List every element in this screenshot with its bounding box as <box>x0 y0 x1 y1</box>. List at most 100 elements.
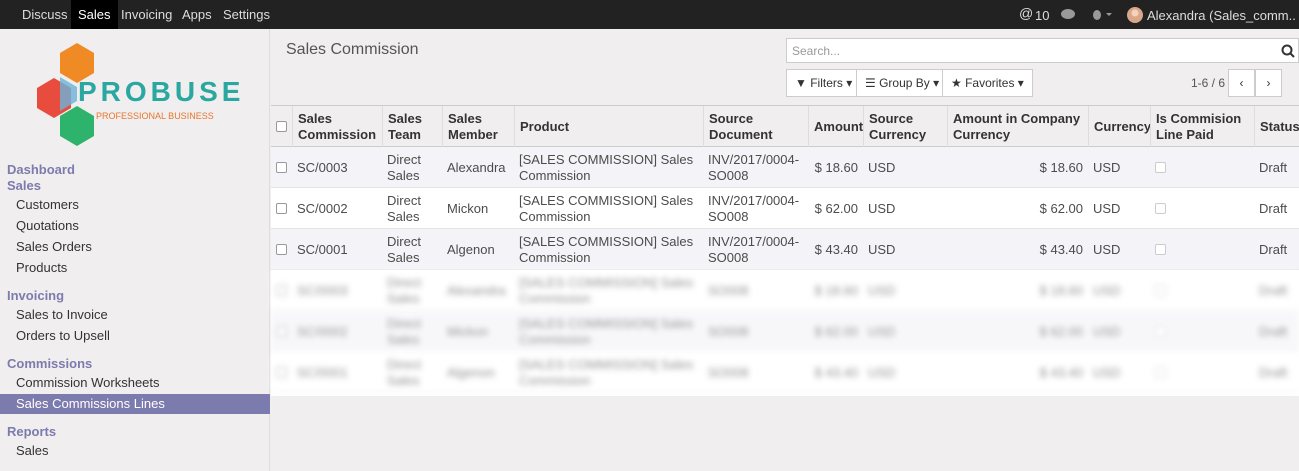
table-cell: INV/2017/0004-SO008 <box>708 151 800 183</box>
table-cell: $ 18.60 <box>814 159 858 175</box>
table-row[interactable]: SC/0001 Direct Sales Algenon [SALES COMMISS… <box>271 352 1299 393</box>
table-cell: Draft <box>1259 282 1288 298</box>
menu-item[interactable]: Sales Orders <box>16 239 92 254</box>
table-cell: INV/2017/0004-SO008 <box>708 192 800 224</box>
table-cell: $ 62.00 <box>814 200 858 216</box>
table-cell: USD <box>1093 200 1121 216</box>
avatar[interactable] <box>1127 7 1143 23</box>
table-row[interactable]: SC/0002 Direct Sales Mickon [SALES COMMISSI… <box>271 188 1299 229</box>
table-cell: SC/0002 <box>297 200 348 216</box>
table-cell: [SALES COMMISSION] Sales Commission <box>519 151 694 183</box>
table-row[interactable]: SC/0003 Direct Sales Alexandra [SALES COMMI… <box>271 147 1299 188</box>
search-box[interactable]: Search... <box>786 38 1299 63</box>
table-cell: $ 18.60 <box>1039 282 1083 298</box>
column-header[interactable]: Amount <box>808 106 863 147</box>
table-cell: SC/0003 <box>297 159 348 175</box>
column-header[interactable]: Source Currency <box>863 106 947 147</box>
section-header[interactable]: Sales <box>7 178 41 193</box>
column-header[interactable]: Amount in Company Currency <box>947 106 1088 147</box>
row-checkbox[interactable] <box>276 326 287 337</box>
table-row[interactable]: SC/0002 Direct Sales Mickon [SALES COMMISSI… <box>271 311 1299 352</box>
menu-item[interactable]: Invoicing <box>121 7 173 22</box>
table-cell: SO008 <box>708 364 749 380</box>
search-placeholder: Search... <box>792 44 841 58</box>
menu-item[interactable]: Sales <box>71 0 118 29</box>
table-cell: Draft <box>1259 323 1288 339</box>
pager-next[interactable]: › <box>1255 69 1282 97</box>
row-checkbox[interactable] <box>276 285 287 296</box>
paid-checkbox[interactable] <box>1155 203 1166 214</box>
table-cell: Mickon <box>447 200 489 216</box>
paid-checkbox[interactable] <box>1155 326 1166 337</box>
table-cell: [SALES COMMISSION] Sales Commission <box>519 356 694 388</box>
table-cell: USD <box>868 323 896 339</box>
groupby-button[interactable]: ☰ Group By ▾ <box>856 69 949 97</box>
table-cell: $ 62.00 <box>814 323 858 339</box>
chat-icon[interactable] <box>1061 8 1077 21</box>
logo-title: PROBUSE <box>78 76 244 107</box>
pager-prev[interactable]: ‹ <box>1228 69 1255 97</box>
table-cell: $ 43.40 <box>1039 364 1083 380</box>
column-header[interactable]: Sales Commission <box>292 106 382 147</box>
user-name[interactable]: Alexandra (Sales_comm.. <box>1147 8 1296 23</box>
menu-item[interactable]: Orders to Upsell <box>16 328 110 343</box>
column-header[interactable]: Source Document <box>703 106 808 147</box>
menu-item[interactable]: Settings <box>223 7 270 22</box>
section-header[interactable]: Reports <box>7 424 57 439</box>
table-cell: [SALES COMMISSION] Sales Commission <box>519 192 694 224</box>
filters-button[interactable]: ▼ Filters ▾ <box>786 69 862 97</box>
menu-item[interactable]: Sales <box>16 443 49 458</box>
search-icon[interactable] <box>1281 44 1295 58</box>
column-header[interactable]: Is Commision Line Paid <box>1150 106 1254 147</box>
select-all-checkbox[interactable] <box>276 121 287 132</box>
column-header[interactable]: Currency <box>1088 106 1151 147</box>
debug-icon[interactable] <box>1091 8 1113 21</box>
table-cell: Mickon <box>447 323 489 339</box>
menu-item[interactable]: Sales to Invoice <box>16 307 108 322</box>
table-row[interactable]: SC/0003 Direct Sales Alexandra [SALES COMMI… <box>271 270 1299 311</box>
column-header[interactable]: Sales Team <box>382 106 442 147</box>
paid-checkbox[interactable] <box>1155 285 1166 296</box>
table-row[interactable]: SC/0001 Direct Sales Algenon [SALES COMMISS… <box>271 229 1299 270</box>
table-cell: $ 43.40 <box>814 364 858 380</box>
table-cell: Draft <box>1259 200 1288 216</box>
section-header[interactable]: Invoicing <box>7 288 65 303</box>
row-checkbox[interactable] <box>276 162 287 173</box>
section-header[interactable]: Commissions <box>7 356 93 371</box>
button-label: Favorites <box>965 76 1015 90</box>
table-cell: Direct Sales <box>387 233 421 265</box>
mention-icon[interactable]: @ <box>1019 5 1034 21</box>
table-cell: Algenon <box>447 241 495 257</box>
menu-item[interactable]: Quotations <box>16 218 79 233</box>
row-checkbox[interactable] <box>276 203 287 214</box>
table-cell: USD <box>1093 159 1121 175</box>
mention-count[interactable]: 10 <box>1035 8 1050 23</box>
table-cell: Alexandra <box>447 282 506 298</box>
row-checkbox[interactable] <box>276 367 287 378</box>
logo-subtitle: PROFESSIONAL BUSINESS <box>96 111 214 121</box>
table-cell: Direct Sales <box>387 356 421 388</box>
table-cell: [SALES COMMISSION] Sales Commission <box>519 233 694 265</box>
table-cell: USD <box>1093 364 1121 380</box>
paid-checkbox[interactable] <box>1155 367 1166 378</box>
column-header[interactable]: Product <box>514 106 703 147</box>
menu-item[interactable]: Discuss <box>22 7 68 22</box>
row-checkbox[interactable] <box>276 244 287 255</box>
list-table: Sales Commission Sales Team Sales Member Pr… <box>271 106 1299 396</box>
column-header[interactable]: Sales Member <box>442 106 514 147</box>
breadcrumb[interactable]: Sales Commission <box>286 41 419 58</box>
menu-item[interactable]: Sales Commissions Lines <box>0 394 270 414</box>
table-cell: SC/0003 <box>297 282 348 298</box>
menu-item[interactable]: Products <box>16 260 68 275</box>
table-cell: SO008 <box>708 282 749 298</box>
table-cell: Direct Sales <box>387 274 421 306</box>
section-header[interactable]: Dashboard <box>7 162 75 177</box>
column-header[interactable]: Status <box>1254 106 1299 147</box>
table-cell: USD <box>868 159 896 175</box>
paid-checkbox[interactable] <box>1155 244 1166 255</box>
paid-checkbox[interactable] <box>1155 162 1166 173</box>
favorites-button[interactable]: ★ Favorites ▾ <box>942 69 1033 97</box>
menu-item[interactable]: Apps <box>182 7 212 22</box>
menu-item[interactable]: Customers <box>16 197 79 212</box>
menu-item[interactable]: Commission Worksheets <box>16 375 160 390</box>
